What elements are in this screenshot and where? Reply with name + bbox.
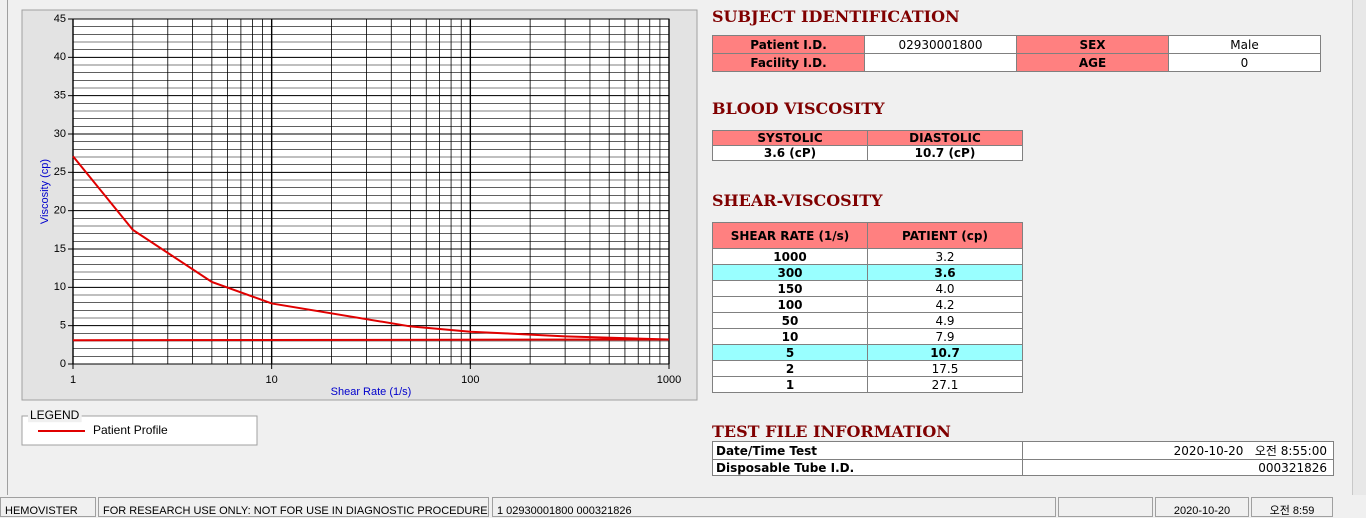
row: 150 4.0 bbox=[712, 280, 1023, 297]
row: 3.6 (cP) 10.7 (cP) bbox=[712, 145, 1023, 161]
value-cell: 02930001800 bbox=[864, 35, 1017, 54]
row: Facility I.D. AGE 0 bbox=[712, 53, 1321, 72]
row: Patient I.D. 02930001800 SEX Male bbox=[712, 35, 1321, 54]
plot-frame bbox=[72, 18, 670, 365]
row: 1000 3.2 bbox=[712, 248, 1023, 265]
y-tick-label: 15 bbox=[54, 243, 66, 255]
label-cell: Date/Time Test bbox=[712, 441, 1023, 460]
y-tick-label: 30 bbox=[54, 128, 66, 140]
series-line bbox=[72, 338, 670, 342]
status-empty bbox=[1058, 497, 1153, 517]
table: Date/Time Test 2020-10-20 오전 8:55:00 Dispo… bbox=[712, 441, 1334, 476]
x-tick-label: 100 bbox=[461, 374, 479, 386]
row: 50 4.9 bbox=[712, 312, 1023, 329]
row: 5 10.7 bbox=[712, 344, 1023, 361]
value-cell: 10.7 (cP) bbox=[867, 145, 1023, 161]
y-tick-label: 45 bbox=[54, 13, 66, 25]
legend-title: LEGEND bbox=[30, 408, 80, 422]
label-cell: SEX bbox=[1016, 35, 1169, 54]
value-cell: 000321826 bbox=[1022, 459, 1334, 476]
shear-rate-cell: 1 bbox=[712, 376, 868, 393]
value-cell: 0 bbox=[1168, 53, 1321, 72]
patient-cell: 4.0 bbox=[867, 280, 1023, 297]
left-border bbox=[7, 0, 8, 495]
status-app: HEMOVISTER bbox=[0, 497, 96, 517]
chart: 0 5 10 15 20 25 30 35 40 45 1 10 100 1000 Shear Rate (… bbox=[21, 9, 698, 446]
status-notice: FOR RESEARCH USE ONLY: NOT FOR USE IN DI… bbox=[98, 497, 489, 517]
patient-cell: 17.5 bbox=[867, 360, 1023, 377]
patient-cell: 4.9 bbox=[867, 312, 1023, 329]
shear-rate-cell: 300 bbox=[712, 264, 868, 281]
shear-rate-cell: 50 bbox=[712, 312, 868, 329]
value-cell bbox=[864, 53, 1017, 72]
patient-cell: 3.2 bbox=[867, 248, 1023, 265]
patient-cell: 7.9 bbox=[867, 328, 1023, 345]
section-title: SHEAR-VISCOSITY bbox=[712, 191, 883, 210]
shear-rate-cell: 1000 bbox=[712, 248, 868, 265]
scrollbar bbox=[1352, 0, 1366, 495]
row: Date/Time Test 2020-10-20 오전 8:55:00 bbox=[712, 441, 1334, 460]
header-cell: SYSTOLIC bbox=[712, 130, 868, 146]
shear-rate-cell: 150 bbox=[712, 280, 868, 297]
patient-cell: 10.7 bbox=[867, 344, 1023, 361]
status-time: 오전 8:59 bbox=[1251, 497, 1333, 517]
y-tick-label: 25 bbox=[54, 166, 66, 178]
y-tick-label: 0 bbox=[60, 358, 66, 370]
label-cell: Facility I.D. bbox=[712, 53, 865, 72]
legend-title-bg bbox=[28, 408, 82, 423]
y-tick-label: 40 bbox=[54, 51, 66, 63]
value-cell: 3.6 (cP) bbox=[712, 145, 868, 161]
shear-rate-cell: 5 bbox=[712, 344, 868, 361]
label-cell: Patient I.D. bbox=[712, 35, 865, 54]
patient-cell: 27.1 bbox=[867, 376, 1023, 393]
shear-rate-cell: 2 bbox=[712, 360, 868, 377]
label-cell: AGE bbox=[1016, 53, 1169, 72]
header-cell: PATIENT (cp) bbox=[867, 222, 1023, 249]
header-row: SYSTOLIC DIASTOLIC bbox=[712, 130, 1023, 146]
patient-cell: 3.6 bbox=[867, 264, 1023, 281]
section-title: TEST FILE INFORMATION bbox=[712, 422, 951, 441]
patient-cell: 4.2 bbox=[867, 296, 1023, 313]
row: 10 7.9 bbox=[712, 328, 1023, 345]
header-cell: SHEAR RATE (1/s) bbox=[712, 222, 868, 249]
x-tick-label: 10 bbox=[266, 374, 278, 386]
header-row: SHEAR RATE (1/s) PATIENT (cp) bbox=[712, 222, 1023, 249]
table: Patient I.D. 02930001800 SEX Male Facility I… bbox=[712, 35, 1321, 72]
x-tick-label: 1 bbox=[70, 374, 76, 386]
legend-label: Patient Profile bbox=[93, 423, 168, 437]
y-tick-label: 10 bbox=[54, 281, 66, 293]
y-tick-label: 35 bbox=[54, 90, 66, 102]
label-cell: Disposable Tube I.D. bbox=[712, 459, 1023, 476]
row: 1 27.1 bbox=[712, 376, 1023, 393]
x-tick-label: 1000 bbox=[657, 374, 681, 386]
status-record: 1 02930001800 000321826 bbox=[492, 497, 1056, 517]
section-title: SUBJECT IDENTIFICATION bbox=[712, 7, 960, 26]
table: SYSTOLIC DIASTOLIC 3.6 (cP) 10.7 (cP) bbox=[712, 130, 1023, 161]
series-line bbox=[72, 155, 670, 341]
value-cell: 2020-10-20 오전 8:55:00 bbox=[1022, 441, 1334, 460]
y-tick-label: 20 bbox=[54, 205, 66, 217]
value-cell: Male bbox=[1168, 35, 1321, 54]
row: 100 4.2 bbox=[712, 296, 1023, 313]
y-tick-label: 5 bbox=[60, 320, 66, 332]
shear-rate-cell: 10 bbox=[712, 328, 868, 345]
plot-area bbox=[73, 19, 669, 364]
table: SHEAR RATE (1/s) PATIENT (cp) 1000 3.2 300 3.… bbox=[712, 222, 1023, 393]
status-date: 2020-10-20 bbox=[1155, 497, 1249, 517]
y-axis-label: Viscosity (cp) bbox=[39, 159, 51, 224]
x-axis-label: Shear Rate (1/s) bbox=[331, 386, 412, 398]
section-title: BLOOD VISCOSITY bbox=[712, 99, 885, 118]
shear-rate-cell: 100 bbox=[712, 296, 868, 313]
header-cell: DIASTOLIC bbox=[867, 130, 1023, 146]
row: 2 17.5 bbox=[712, 360, 1023, 377]
row: Disposable Tube I.D. 000321826 bbox=[712, 459, 1334, 476]
row: 300 3.6 bbox=[712, 264, 1023, 281]
